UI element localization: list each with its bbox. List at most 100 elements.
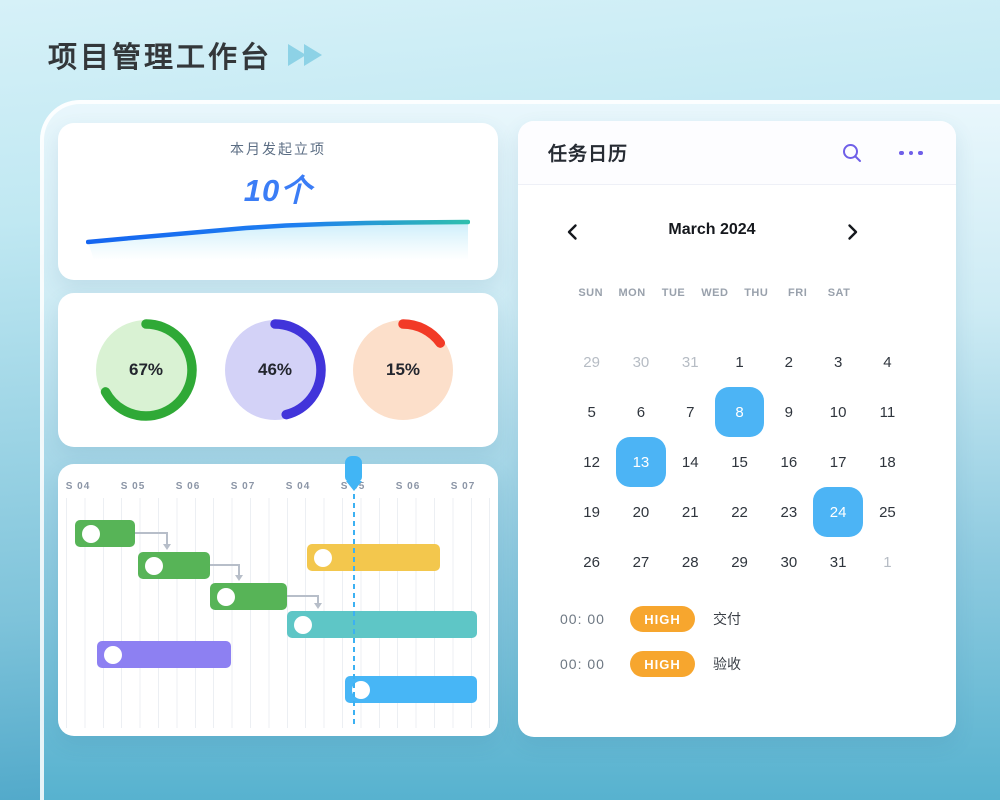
gantt-bar[interactable] [138,552,210,579]
donut-chart: 67% [91,315,201,425]
timeline-marker-pin[interactable] [345,456,362,482]
gantt-bar-handle [82,524,100,543]
calendar-day[interactable]: 9 [784,403,793,421]
calendar-day[interactable]: 3 [833,353,843,371]
calendar-card: 任务日历 March 2024 SUN MON TUE WED TH [518,121,956,737]
calendar-day[interactable]: 29 [731,553,748,571]
progress-card: 67% 46% 15% [58,293,498,447]
gantt-axis-label: S 07 [450,481,476,492]
calendar-day[interactable]: 27 [632,553,650,571]
task-label: 验收 [713,656,741,672]
task-list: 00: 00 HIGH 交付 00: 00 HIGH 验收 [560,605,936,695]
donut-chart: 15% [348,315,458,425]
calendar-day[interactable]: 19 [583,503,600,521]
gantt-bar[interactable] [97,641,231,668]
timeline-marker-pin-tail [346,481,362,491]
calendar-day[interactable]: 12 [583,453,600,471]
month-navigation: March 2024 [518,217,956,247]
donut-percentage: 15% [385,360,421,379]
calendar-day[interactable]: 6 [636,403,646,421]
weekday-label: SAT [827,287,851,299]
task-item[interactable]: 00: 00 HIGH 交付 [560,605,936,633]
next-month-button[interactable] [840,220,864,244]
calendar-day[interactable]: 7 [686,403,695,421]
calendar-day[interactable]: 29 [583,353,600,371]
calendar-day[interactable]: 23 [780,503,798,521]
gantt-bar-handle [104,645,122,664]
donut-percentage: 46% [257,360,293,379]
gantt-bar[interactable] [345,676,477,703]
gantt-bar-handle [314,548,332,567]
calendar-day[interactable]: 1 [883,553,892,571]
trend-chart [86,219,470,260]
weekday-label: MON [618,287,646,299]
gantt-bar[interactable] [75,520,135,547]
task-time: 00: 00 [560,611,605,627]
priority-badge: HIGH [630,651,695,677]
gantt-bar[interactable] [210,583,287,610]
gantt-bar-handle [217,587,235,606]
calendar-day[interactable]: 28 [681,553,699,571]
calendar-header: 任务日历 [518,121,956,185]
task-label: 交付 [713,611,741,627]
calendar-day[interactable]: 14 [681,453,699,471]
task-item[interactable]: 00: 00 HIGH 验收 [560,650,936,678]
weekday-header: SUN MON TUE WED THU FRI SAT [570,287,860,299]
donut-ring [224,319,326,421]
calendar-day[interactable]: 16 [780,453,798,471]
calendar-day[interactable]: 8 [714,387,765,437]
calendar-day[interactable]: 11 [879,403,896,421]
dashboard-panel: 本月发起立项 10个 67% [40,100,1000,800]
page-header: 项目管理工作台 [48,34,323,76]
more-options-button[interactable] [899,141,923,165]
calendar-day[interactable]: 31 [829,553,847,571]
month-title: March 2024 [668,221,756,238]
calendar-day[interactable]: 1 [735,353,744,371]
gantt-bar-handle [145,556,163,575]
chevron-left-icon [567,224,577,240]
calendar-day[interactable]: 4 [883,353,892,371]
calendar-grid: 29 30 31 1 2 3 4 5 6 7 8 9 10 11 12 13 14 15 16 17 18 19 20 21 2… [567,337,912,587]
weekday-label: TUE [661,287,686,299]
donut-chart: 46% [220,315,330,425]
gantt-axis-label: S 04 [285,481,311,492]
task-time: 00: 00 [560,656,605,672]
calendar-day[interactable]: 22 [731,503,748,521]
calendar-day[interactable]: 30 [632,353,650,371]
gantt-bar-handle [294,615,312,634]
gantt-bar[interactable] [287,611,477,638]
play-arrow-icon [304,44,323,66]
calendar-day[interactable]: 15 [731,453,748,471]
search-button[interactable] [840,141,864,165]
calendar-day[interactable]: 13 [616,437,666,487]
calendar-day[interactable]: 2 [784,353,793,371]
ellipsis-icon [899,150,923,156]
calendar-day[interactable]: 21 [681,503,699,521]
calendar-day[interactable]: 20 [632,503,650,521]
calendar-day[interactable]: 10 [829,403,847,421]
gantt-bar-handle [352,680,370,699]
stat-card: 本月发起立项 10个 [58,123,498,280]
calendar-day[interactable]: 26 [583,553,600,571]
weekday-label: SUN [578,287,604,299]
weekday-label: WED [701,287,729,299]
stat-label: 本月发起立项 [230,141,326,157]
calendar-day[interactable]: 30 [780,553,798,571]
weekday-label: FRI [788,287,808,299]
donut-ring [95,319,197,421]
gantt-axis-label: S 05 [120,481,146,492]
page-title: 项目管理工作台 [48,42,273,74]
calendar-day[interactable]: 5 [587,403,596,421]
donut-ring [352,319,454,421]
stat-value: 10个 [243,173,313,208]
prev-month-button[interactable] [561,220,585,244]
gantt-axis-label: S 04 [65,481,91,492]
calendar-day[interactable]: 17 [829,453,847,471]
gantt-bar[interactable] [307,544,440,571]
calendar-day[interactable]: 25 [879,503,896,521]
calendar-day[interactable]: 31 [681,353,699,371]
donut-percentage: 67% [128,360,164,379]
calendar-day[interactable]: 18 [879,453,896,471]
search-icon [843,144,861,162]
calendar-day[interactable]: 24 [813,487,863,537]
